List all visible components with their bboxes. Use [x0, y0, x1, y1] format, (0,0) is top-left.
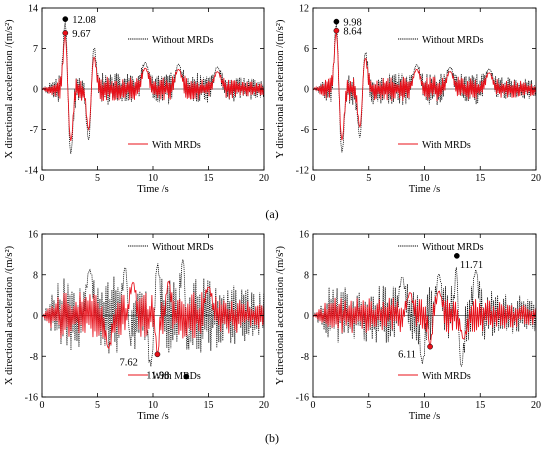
series-line-without-mrds	[42, 259, 264, 367]
peak-marker-without-mrds	[453, 253, 460, 259]
series-line-without-mrds	[313, 266, 536, 367]
legend-label-with-mrds: With MRDs	[422, 140, 471, 151]
peak-marker-without-mrds	[333, 18, 340, 25]
x-tick-label: 15	[475, 173, 485, 184]
x-tick-label: 0	[40, 173, 45, 184]
y-axis-label: X directional acceleration /(m/s²)	[4, 245, 15, 385]
x-tick-label: 10	[148, 173, 158, 184]
peak-marker-without-mrds	[62, 16, 69, 22]
legend-label-with-mrds: With MRDs	[152, 140, 201, 151]
peak-marker-with-mrds	[62, 30, 69, 36]
series-line-with-mrds	[313, 32, 536, 141]
x-tick-label: 5	[366, 400, 371, 411]
y-tick-label: 16	[28, 230, 38, 241]
y-tick-label: 8	[304, 270, 309, 281]
peak-value-label: 9.67	[72, 29, 90, 40]
peak-marker-without-mrds	[183, 373, 190, 380]
legend-label-without-mrds: Without MRDs	[152, 35, 214, 46]
y-tick-label: 0	[33, 85, 38, 96]
peak-value-label: 7.62	[119, 357, 137, 368]
y-tick-label: 0	[304, 311, 309, 322]
series-line-with-mrds	[42, 280, 264, 354]
chart-a2: 0 5 10 15 20 12 6 0 -6 -12 Time /s Y directional ac…	[275, 4, 541, 196]
peak-marker-with-mrds	[427, 343, 433, 350]
x-tick-label: 10	[420, 173, 430, 184]
x-tick-label: 20	[531, 400, 541, 411]
y-tick-label: -12	[296, 166, 309, 177]
y-tick-label: 0	[33, 311, 38, 322]
chart-a1: 0 5 10 15 20 14 7 0 -7 -14 Time /s X directional ac…	[4, 4, 269, 196]
x-axis-label: Time /s	[409, 411, 440, 422]
y-tick-label: -16	[296, 393, 309, 404]
x-tick-label: 10	[148, 400, 158, 411]
x-axis-label: Time /s	[137, 411, 168, 422]
legend-label-with-mrds: With MRDs	[422, 371, 471, 382]
x-tick-label: 5	[366, 173, 371, 184]
y-tick-label: 0	[304, 85, 309, 96]
x-tick-label: 15	[204, 173, 214, 184]
x-tick-label: 5	[95, 173, 100, 184]
peak-value-label: 9.98	[343, 18, 361, 29]
y-tick-label: 7	[33, 44, 38, 55]
series-line-with-mrds	[313, 290, 536, 347]
x-tick-label: 20	[531, 173, 541, 184]
x-tick-label: 0	[311, 400, 316, 411]
x-tick-label: 15	[475, 400, 485, 411]
panel-label-a: (a)	[265, 207, 278, 221]
y-tick-label: -14	[25, 166, 38, 177]
x-axis-label: Time /s	[409, 184, 440, 195]
y-axis-label: Y directional acceleration /(m/s²)	[275, 246, 286, 385]
panel-label-b: (b)	[265, 431, 279, 445]
x-tick-label: 0	[40, 400, 45, 411]
y-axis-label: X directional acceleration /(m/s²)	[4, 19, 15, 159]
x-tick-label: 20	[259, 400, 269, 411]
series-line-with-mrds	[42, 35, 264, 142]
peak-marker-with-mrds	[333, 27, 340, 34]
legend-label-without-mrds: Without MRDs	[422, 242, 484, 253]
y-tick-label: -6	[301, 125, 309, 136]
x-axis-label: Time /s	[137, 184, 168, 195]
legend-label-without-mrds: Without MRDs	[152, 242, 214, 253]
chart-b1: 0 5 10 15 20 16 8 0 -8 -16 Time /s X directional ac…	[4, 230, 269, 423]
peak-marker-with-mrds	[154, 351, 161, 358]
legend-label-with-mrds: With MRDs	[152, 371, 201, 382]
y-tick-label: 8	[33, 270, 38, 281]
y-tick-label: 12	[299, 4, 309, 15]
x-tick-label: 0	[311, 173, 316, 184]
x-tick-label: 15	[204, 400, 214, 411]
y-tick-label: -7	[30, 125, 38, 136]
legend-label-without-mrds: Without MRDs	[422, 35, 484, 46]
y-tick-label: 6	[304, 44, 309, 55]
y-tick-label: -16	[25, 393, 38, 404]
peak-value-label: 6.11	[398, 350, 416, 361]
y-axis-label: Y directional acceleration /(m/s²)	[275, 19, 286, 158]
y-tick-label: 14	[28, 4, 38, 15]
peak-value-label: 8.64	[343, 27, 362, 38]
peak-value-label: 11.98	[146, 371, 169, 382]
x-tick-label: 10	[420, 400, 430, 411]
peak-value-label: 12.08	[72, 15, 96, 26]
y-tick-label: -8	[301, 352, 309, 363]
y-tick-label: 16	[299, 230, 309, 241]
x-tick-label: 20	[259, 173, 269, 184]
chart-b2: 0 5 10 15 20 16 8 0 -8 -16 Time /s Y directional ac…	[275, 230, 541, 423]
peak-value-label: 11.71	[460, 260, 483, 271]
x-tick-label: 5	[95, 400, 100, 411]
y-tick-label: -8	[30, 352, 38, 363]
